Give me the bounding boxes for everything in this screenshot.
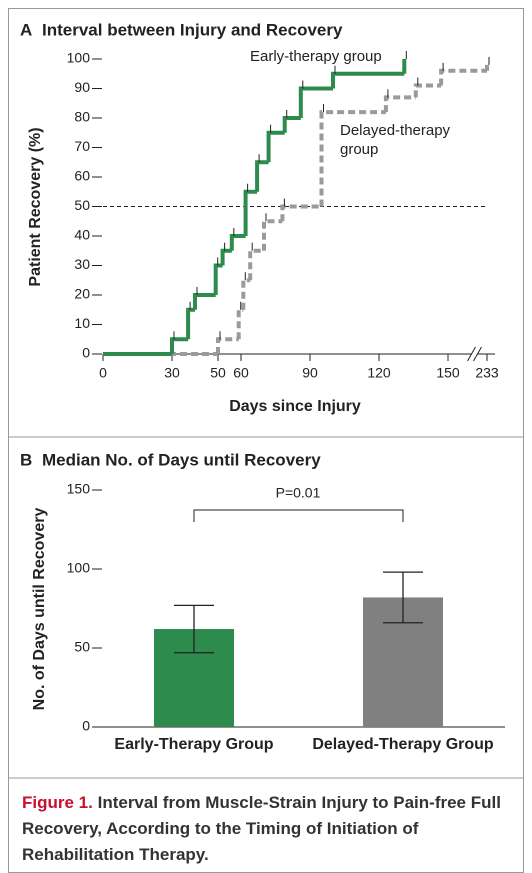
step-segment xyxy=(383,95,416,113)
y-tick-label: 90 xyxy=(74,79,90,95)
y-tick-label: 100 xyxy=(67,560,91,576)
x-tick-label: 0 xyxy=(99,365,107,381)
caption: Figure 1. Interval from Muscle-Strain In… xyxy=(22,790,514,868)
axis-break xyxy=(473,346,482,362)
panel-title: Median No. of Days until Recovery xyxy=(42,450,321,469)
significance-bracket xyxy=(193,509,404,522)
x-tick-label: 90 xyxy=(302,365,318,381)
x-tick-label: 60 xyxy=(233,365,249,381)
caption-label: Figure 1. xyxy=(22,793,93,812)
panel-label: B xyxy=(20,450,32,469)
annotation: P=0.01 xyxy=(276,485,321,501)
error-bar xyxy=(383,571,423,624)
x-tick-label: Delayed-Therapy Group xyxy=(312,736,494,753)
step-segment xyxy=(280,204,322,222)
y-tick-label: 10 xyxy=(74,315,90,331)
x-tick-label: 233 xyxy=(475,365,499,381)
y-tick-label: 50 xyxy=(74,197,90,213)
step-segment xyxy=(262,219,283,251)
step-segment xyxy=(255,160,269,192)
step-segment xyxy=(331,71,405,89)
step-segment xyxy=(266,130,285,163)
series-label: Delayed-therapy group xyxy=(340,122,451,158)
step-segment xyxy=(216,337,239,354)
step-segment xyxy=(319,110,386,207)
x-tick-label: 30 xyxy=(164,365,180,381)
error-bar xyxy=(174,604,214,654)
y-tick-label: 40 xyxy=(74,227,90,243)
step-segment xyxy=(186,307,195,340)
step-segment xyxy=(243,189,258,236)
series-label: Early-therapy group xyxy=(250,48,382,65)
panel-label: A xyxy=(20,20,32,39)
x-tick-label: 50 xyxy=(210,365,226,381)
step-segment xyxy=(413,83,442,98)
step-segment xyxy=(439,68,487,86)
x-axis-label: Days since Injury xyxy=(229,398,361,415)
step-segment xyxy=(241,278,251,310)
caption-text: Interval from Muscle-Strain Injury to Pa… xyxy=(22,793,501,864)
y-tick-label: 150 xyxy=(67,481,91,497)
y-tick-label: 70 xyxy=(74,138,90,154)
step-segment xyxy=(248,248,264,281)
y-tick-label: 0 xyxy=(82,345,90,361)
axis-break xyxy=(467,346,476,362)
y-axis-label: No. of Days until Recovery xyxy=(31,508,48,711)
y-axis-label: Patient Recovery (%) xyxy=(27,127,44,286)
axis-break-gap xyxy=(471,351,478,357)
step-segment xyxy=(282,116,301,133)
step-segment xyxy=(170,337,189,354)
y-tick-label: 30 xyxy=(74,256,90,272)
step-segment xyxy=(298,86,333,118)
y-tick-label: 80 xyxy=(74,109,90,125)
panel-title: Interval between Injury and Recovery xyxy=(42,20,343,39)
y-tick-label: 20 xyxy=(74,286,90,302)
step-segment xyxy=(193,293,216,310)
y-tick-label: 60 xyxy=(74,168,90,184)
y-tick-label: 0 xyxy=(82,718,90,734)
x-tick-label: Early-Therapy Group xyxy=(114,736,273,753)
step-segment xyxy=(236,307,244,340)
y-tick-label: 100 xyxy=(67,50,91,66)
x-tick-label: 150 xyxy=(436,365,460,381)
step-segment xyxy=(229,234,246,251)
x-tick-label: 120 xyxy=(367,365,391,381)
y-tick-label: 50 xyxy=(74,639,90,655)
step-segment xyxy=(213,263,223,295)
step-segment xyxy=(220,248,232,266)
